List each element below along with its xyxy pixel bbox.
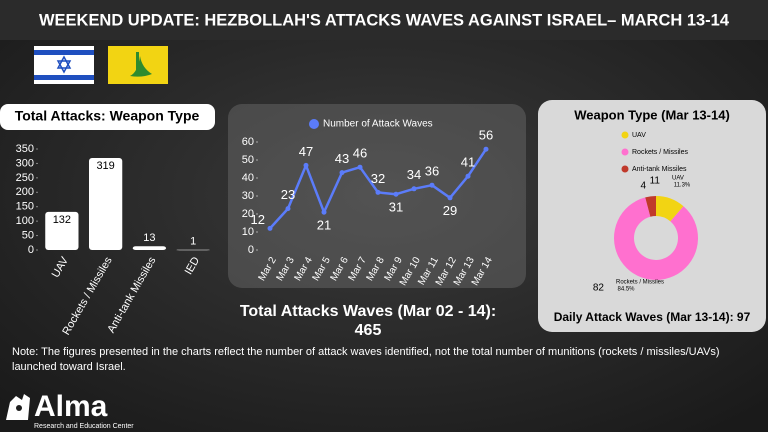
y-tick-label: 0 [28,244,34,256]
page-title: WEEKEND UPDATE: HEZBOLLAH'S ATTACKS WAVE… [39,10,730,29]
value-label: 82 [593,283,605,294]
israel-flag [34,46,94,84]
legend-label: Number of Attack Waves [323,119,433,130]
value-label: 319 [96,160,114,172]
total-label: Total Attacks Waves (Mar 02 - 14): [240,303,496,320]
y-tick-label: 150 [16,201,34,213]
donut-slice [656,196,684,222]
slice-category: UAV [672,176,684,182]
donut-slice [645,196,656,217]
point [393,191,399,197]
legend-label: Rockets / Missiles [632,149,689,156]
bar-title-box [0,104,215,130]
value-label: 21 [317,218,331,233]
value-label: 1 [190,236,196,248]
y-tick-label: 300 [16,157,34,169]
line-panel [228,104,526,288]
value-label: 43 [335,151,349,166]
point [267,225,273,231]
point [411,186,417,192]
point [285,206,291,212]
value-label: 32 [371,171,385,186]
y-tick-label: 200 [16,186,34,198]
value-label: 36 [425,164,439,179]
donut-slice [613,197,698,281]
daily-value: 97 [737,310,751,324]
point [375,189,381,195]
y-tick-label: 50 [22,229,34,241]
bar [132,246,166,250]
bar [45,211,79,250]
point [303,162,309,168]
slice-percent: 11.3% [674,183,691,189]
value-label: 29 [443,203,457,218]
slice-percent: 84.5% [617,287,635,293]
logo-icon [6,394,30,420]
y-tick-label: 350 [16,143,34,155]
value-label: 47 [299,144,313,159]
point [465,173,471,179]
legend-marker [621,165,629,173]
value-label: 56 [479,128,493,143]
daily-label: Daily Attack Waves (Mar 13-14): [554,310,734,324]
y-tick-label: 20 [242,208,254,220]
y-tick-label: 40 [242,172,254,184]
legend-label: Anti-tank Missiles [632,166,687,173]
point [357,164,363,170]
legend-marker [621,131,629,139]
y-tick-label: 250 [16,172,34,184]
value-label: 31 [389,200,403,215]
note: Note: The figures presented in the chart… [12,346,720,373]
bar [176,249,210,251]
logo-name: Alma [34,390,108,423]
point [483,146,489,152]
y-tick-label: 50 [242,154,254,166]
point [447,195,453,201]
y-tick-label: 30 [242,190,254,202]
y-tick-label: 60 [242,136,254,148]
value-label: 34 [407,167,421,182]
total-value: 465 [355,322,382,339]
y-tick-label: 100 [16,215,34,227]
value-label: 46 [353,146,367,161]
slice-category: Rockets / Missiles [616,280,664,286]
hezbollah-flag [108,46,168,84]
point [321,209,327,215]
legend-marker [309,119,319,129]
value-label: 11 [650,176,661,187]
value-label: 41 [461,155,475,170]
logo-subtitle: Research and Education Center [34,423,134,430]
value-label: 12 [251,212,265,227]
y-tick-label: 10 [242,226,254,238]
bar-chart-title: Total Attacks: Weapon Type [15,108,200,124]
bar [89,157,123,250]
daily-attacks: Daily Attack Waves (Mar 13-14): 97 [554,310,751,324]
point [429,182,435,188]
value-label: 132 [53,214,71,226]
title-bar [0,0,768,40]
legend-label: UAV [632,132,646,139]
legend-marker [621,148,629,156]
point [339,170,345,176]
value-label: 4 [640,181,646,192]
value-label: 23 [281,187,295,202]
value-label: 13 [143,232,155,244]
donut-title: Weapon Type (Mar 13-14) [574,107,730,122]
y-tick-label: 0 [248,244,254,256]
